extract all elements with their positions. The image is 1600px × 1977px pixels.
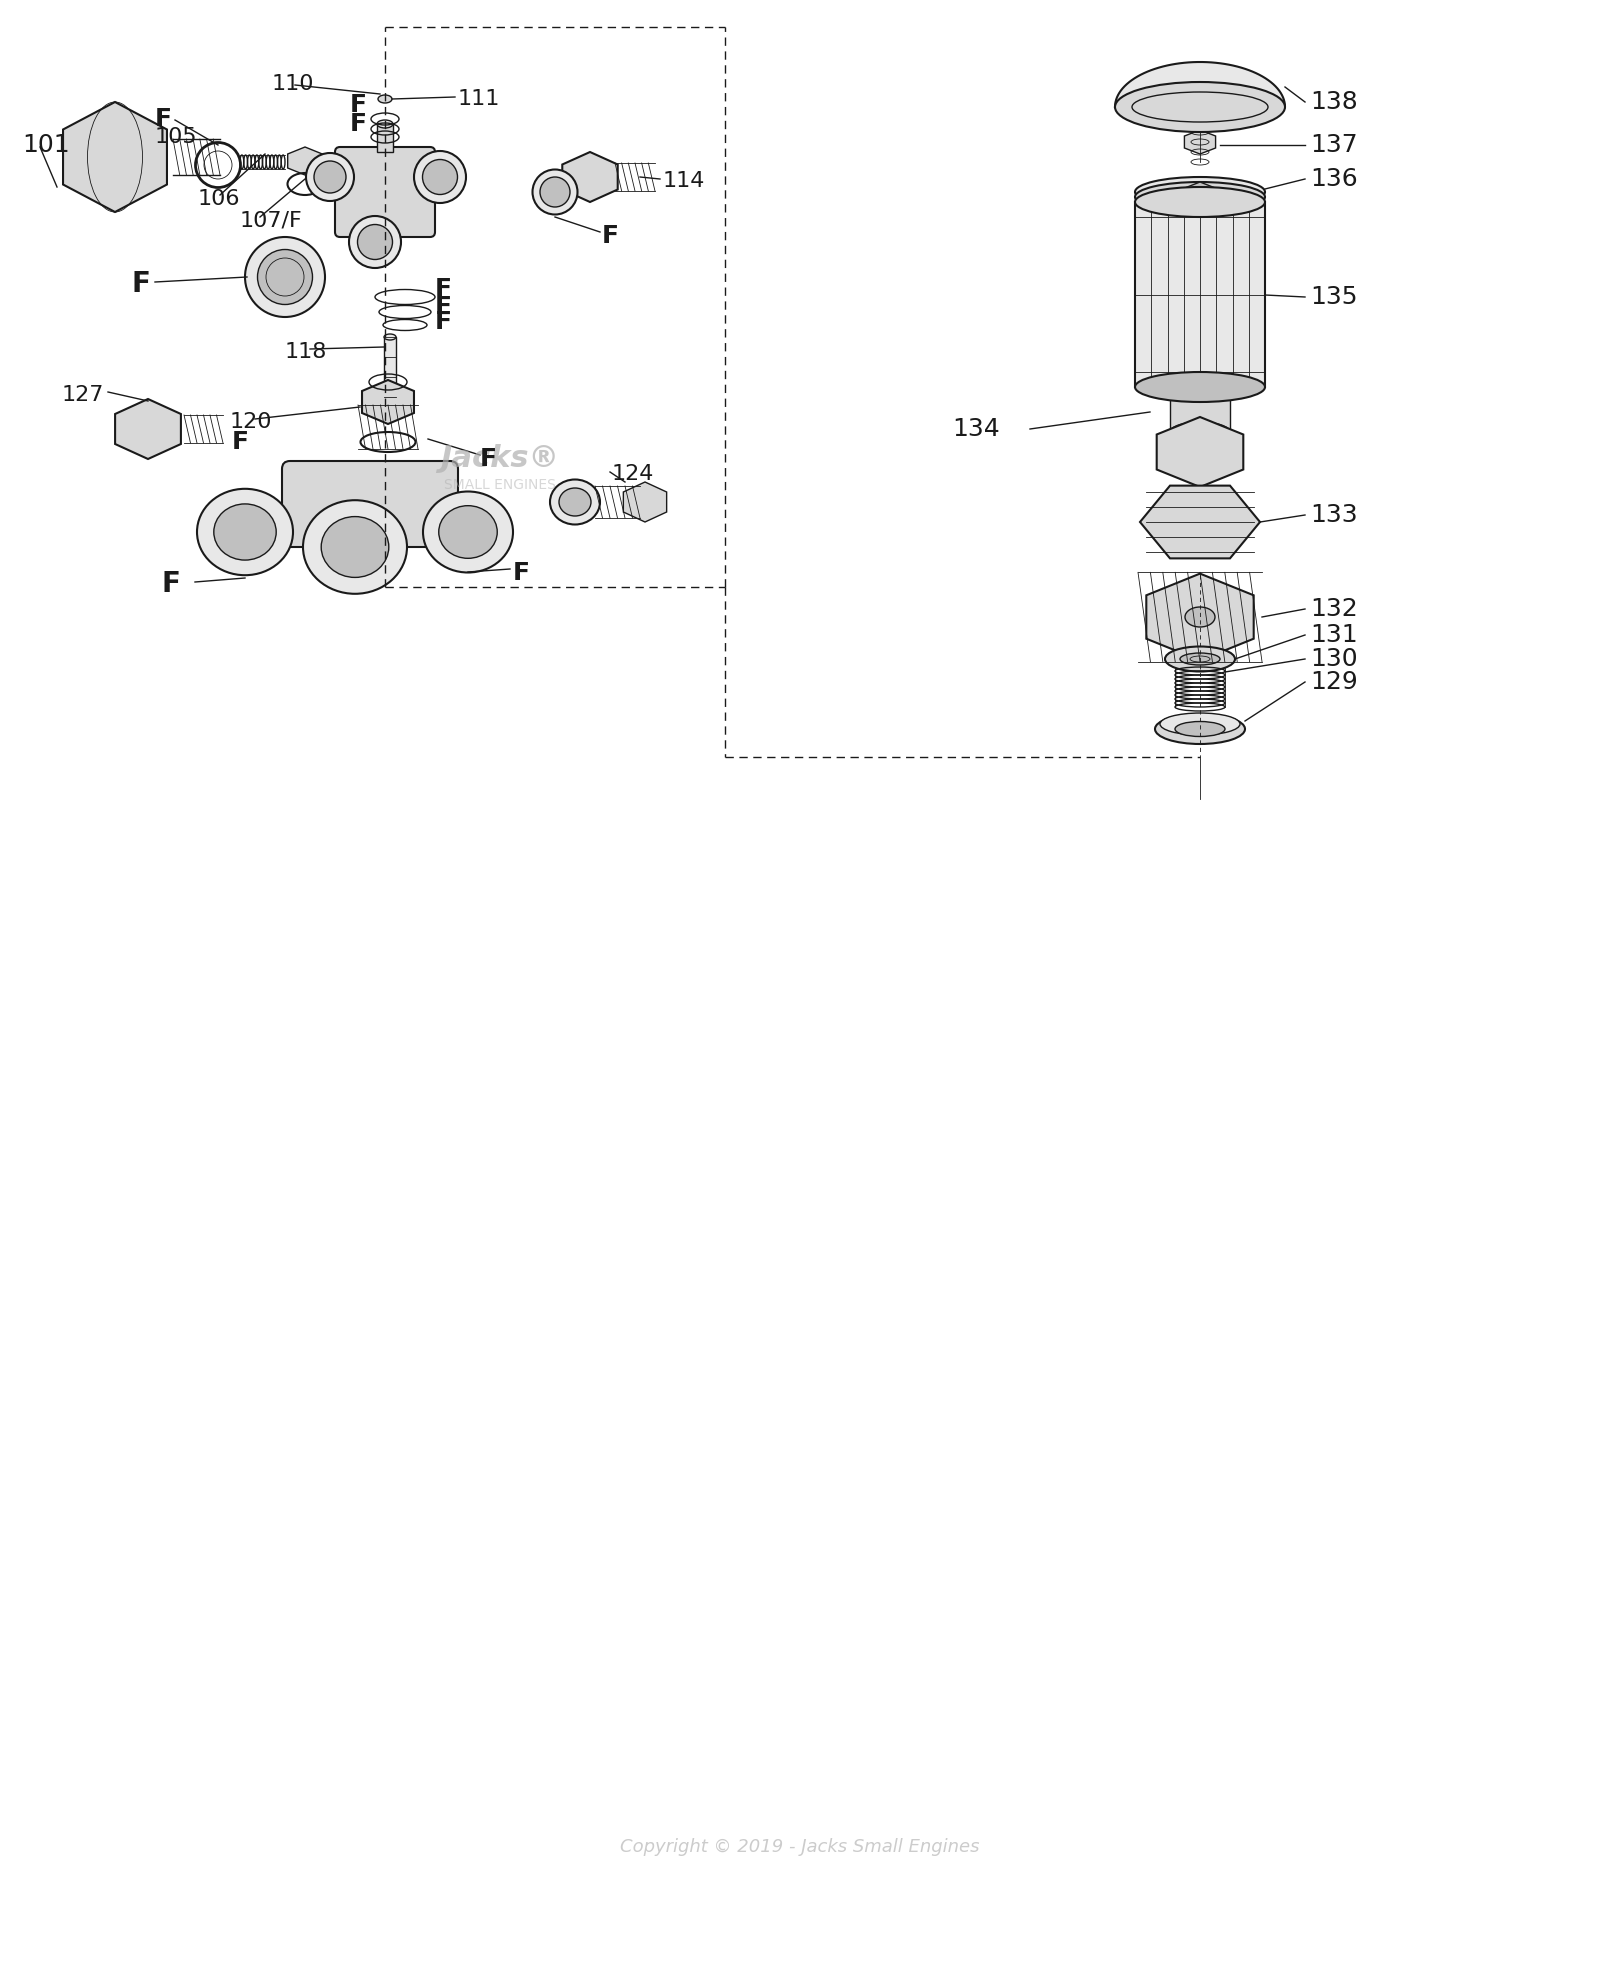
Ellipse shape [1134, 188, 1266, 217]
Polygon shape [1146, 573, 1254, 660]
Text: F: F [514, 561, 530, 585]
Text: F: F [602, 223, 619, 247]
Bar [384, 336, 397, 407]
Ellipse shape [1155, 714, 1245, 743]
Ellipse shape [1170, 382, 1230, 401]
Ellipse shape [1115, 81, 1285, 132]
Text: 130: 130 [1310, 646, 1358, 670]
Polygon shape [115, 399, 181, 459]
Ellipse shape [550, 480, 600, 524]
Polygon shape [362, 380, 414, 423]
Text: 136: 136 [1310, 166, 1358, 192]
Text: Jacks®: Jacks® [440, 445, 560, 473]
Ellipse shape [349, 215, 402, 269]
Ellipse shape [306, 152, 354, 202]
Text: 133: 133 [1310, 502, 1358, 528]
Text: 101: 101 [22, 132, 70, 156]
Ellipse shape [1134, 182, 1266, 212]
Text: 137: 137 [1310, 132, 1358, 156]
Text: 120: 120 [230, 411, 272, 433]
Text: 110: 110 [272, 73, 315, 95]
Text: 124: 124 [611, 465, 654, 484]
Ellipse shape [422, 492, 514, 573]
Polygon shape [1184, 130, 1216, 154]
Text: 118: 118 [285, 342, 328, 362]
Text: F: F [162, 569, 181, 597]
Text: Copyright © 2019 - Jacks Small Engines: Copyright © 2019 - Jacks Small Engines [621, 1839, 979, 1856]
Polygon shape [562, 152, 618, 202]
Text: SMALL ENGINES: SMALL ENGINES [445, 478, 555, 492]
Text: 138: 138 [1310, 91, 1358, 115]
Text: F: F [350, 93, 366, 117]
Text: 134: 134 [952, 417, 1000, 441]
Ellipse shape [378, 121, 394, 129]
Text: F: F [155, 107, 173, 130]
Text: F: F [435, 310, 453, 334]
Ellipse shape [302, 500, 406, 593]
Ellipse shape [541, 178, 570, 208]
Ellipse shape [1134, 372, 1266, 401]
Text: 107/F: 107/F [240, 212, 302, 231]
Ellipse shape [1165, 646, 1235, 672]
Text: 114: 114 [662, 170, 706, 192]
Ellipse shape [1181, 652, 1221, 664]
Text: F: F [435, 277, 453, 301]
Ellipse shape [1170, 421, 1230, 443]
Ellipse shape [414, 150, 466, 204]
Ellipse shape [558, 488, 590, 516]
Text: 132: 132 [1310, 597, 1358, 621]
Polygon shape [624, 482, 667, 522]
Ellipse shape [1134, 178, 1266, 208]
Polygon shape [1181, 182, 1219, 212]
Ellipse shape [1174, 722, 1226, 737]
Ellipse shape [245, 237, 325, 316]
Text: F: F [131, 271, 150, 299]
Ellipse shape [384, 334, 397, 340]
Bar [1134, 202, 1266, 387]
FancyBboxPatch shape [282, 461, 458, 548]
Ellipse shape [1160, 714, 1240, 735]
Ellipse shape [438, 506, 498, 558]
Text: 127: 127 [62, 386, 104, 405]
Ellipse shape [314, 160, 346, 194]
Text: 105: 105 [155, 127, 198, 146]
Text: F: F [350, 113, 366, 136]
FancyBboxPatch shape [334, 146, 435, 237]
Polygon shape [288, 146, 322, 176]
Text: 111: 111 [458, 89, 501, 109]
Polygon shape [1139, 486, 1261, 558]
Ellipse shape [533, 170, 578, 214]
Polygon shape [62, 103, 166, 212]
Ellipse shape [258, 249, 312, 304]
Ellipse shape [378, 95, 392, 103]
Bar [1170, 391, 1230, 433]
Ellipse shape [422, 160, 458, 194]
Text: 106: 106 [198, 190, 240, 210]
Polygon shape [1157, 417, 1243, 486]
Text: F: F [435, 295, 453, 318]
Ellipse shape [357, 225, 392, 259]
Text: 129: 129 [1310, 670, 1358, 694]
Polygon shape [1115, 61, 1285, 107]
Bar [378, 125, 394, 152]
Ellipse shape [1186, 607, 1214, 627]
Ellipse shape [322, 516, 389, 577]
Ellipse shape [214, 504, 277, 559]
Text: 131: 131 [1310, 623, 1358, 646]
Text: F: F [232, 431, 250, 455]
Ellipse shape [384, 403, 397, 409]
Text: 135: 135 [1310, 285, 1357, 308]
Text: F: F [480, 447, 498, 471]
Ellipse shape [197, 488, 293, 575]
